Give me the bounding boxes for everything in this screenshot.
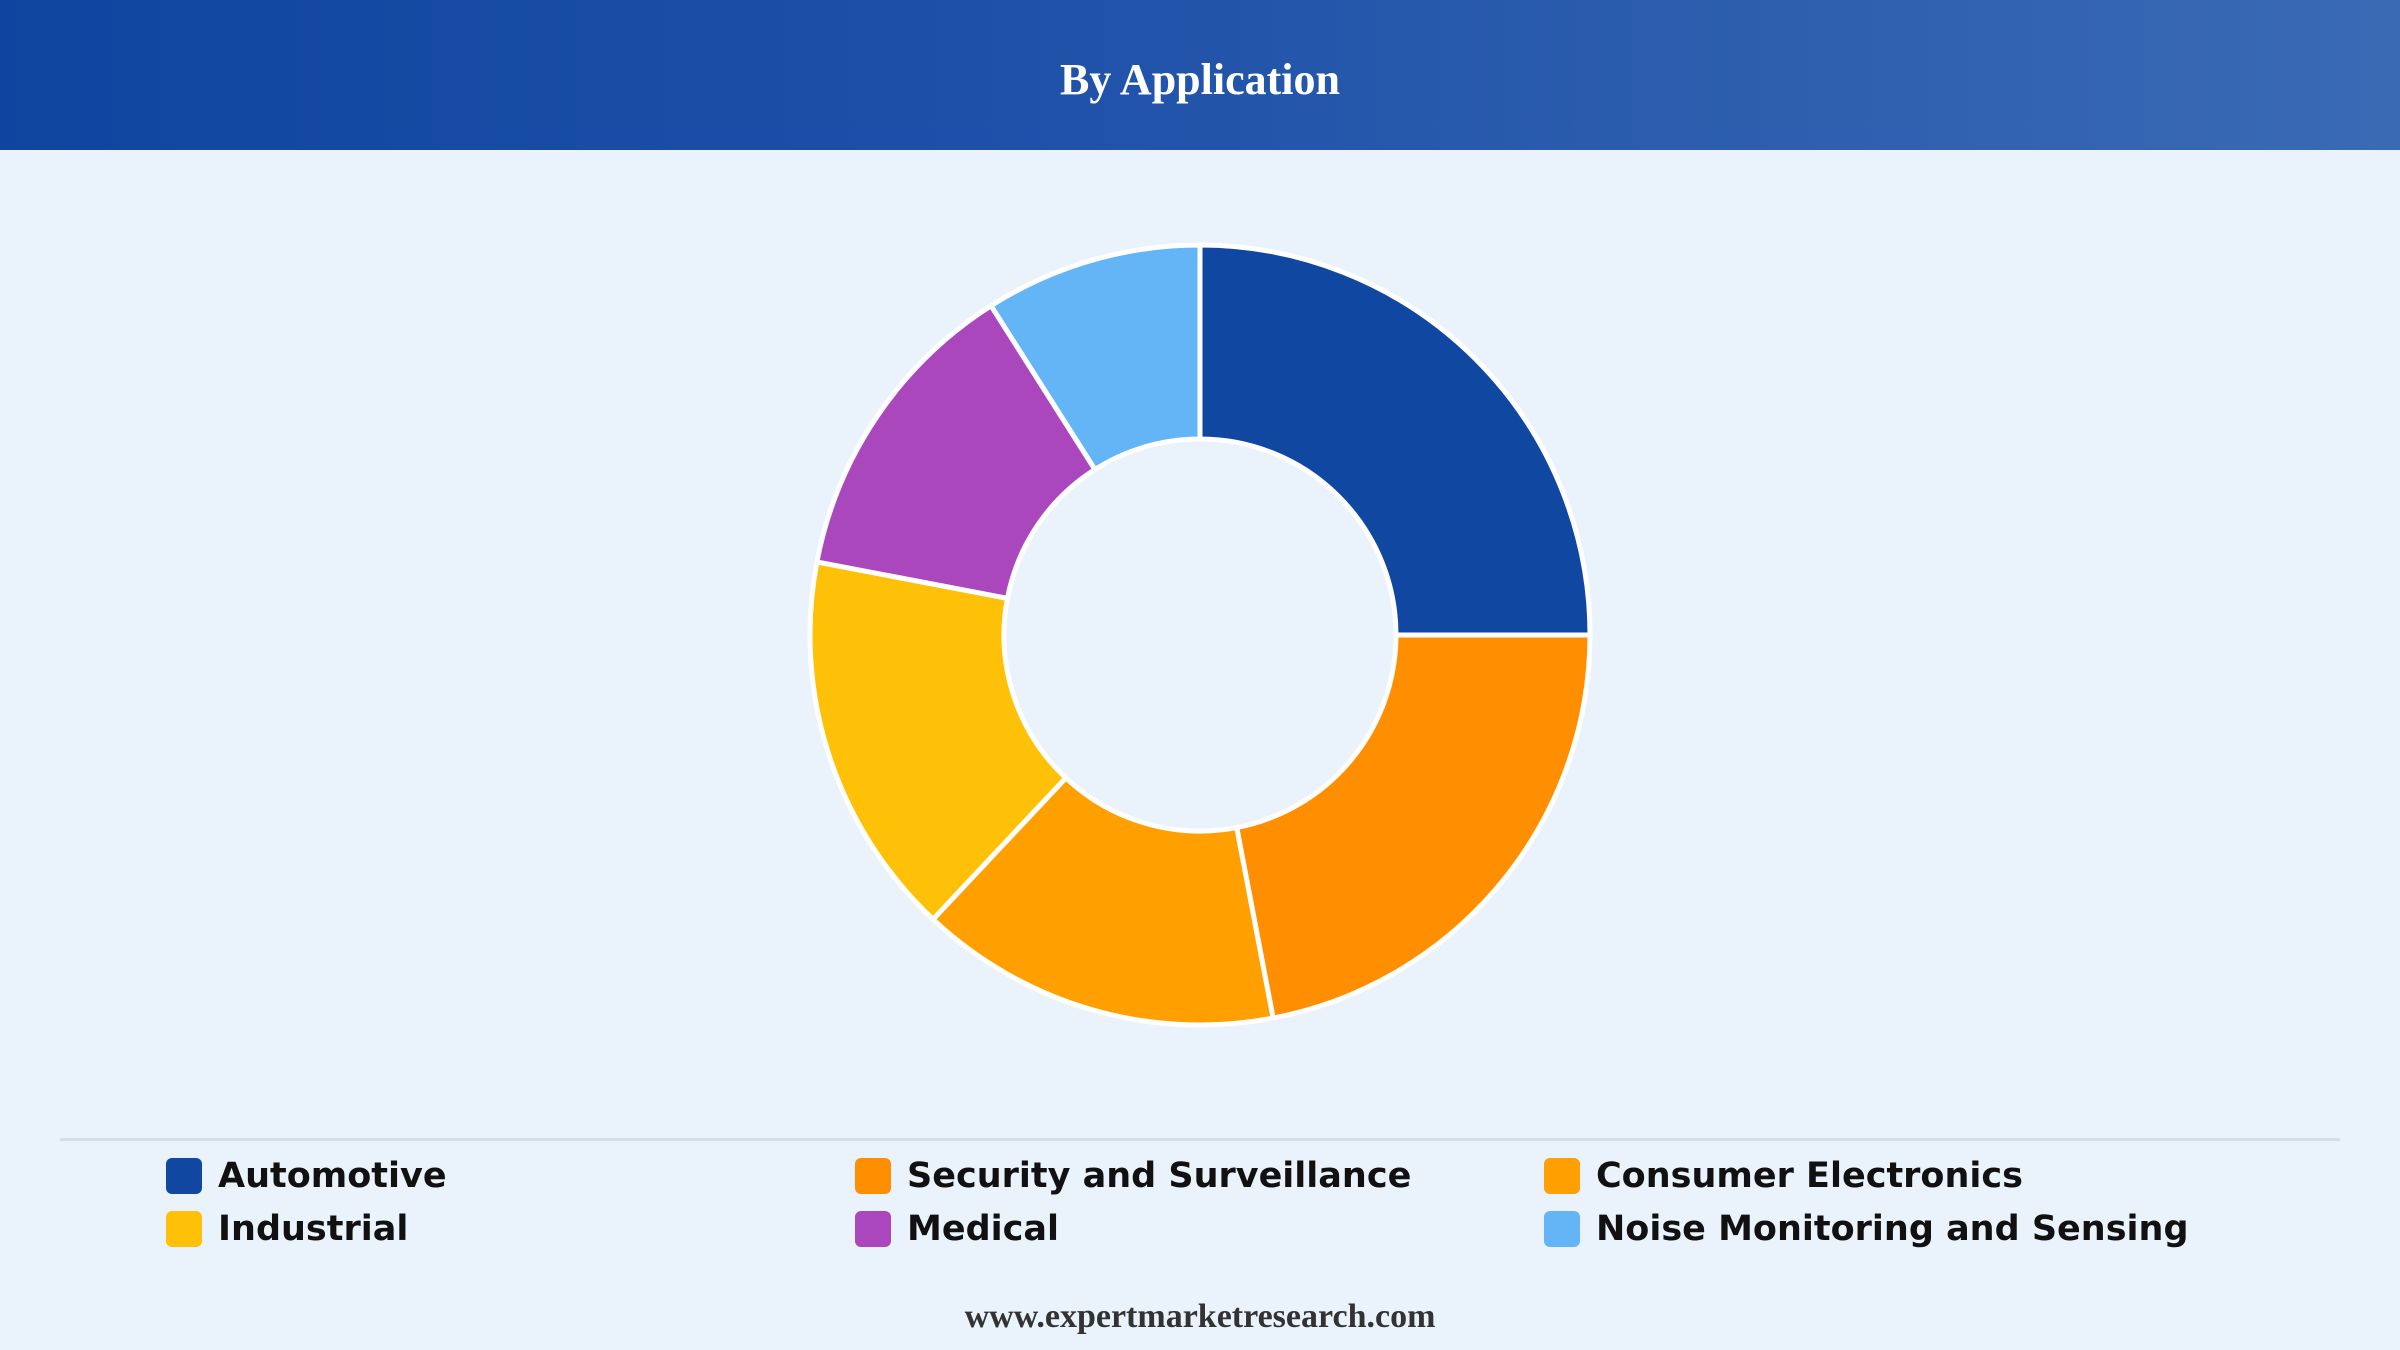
slice-automotive[interactable] xyxy=(1197,242,1593,638)
legend-swatch-noise-monitoring-and-sensing xyxy=(1544,1211,1580,1247)
slice-consumer-electronics[interactable] xyxy=(930,775,1276,1028)
legend-item-consumer-electronics[interactable]: Consumer Electronics xyxy=(1544,1154,2023,1198)
header-bar xyxy=(0,0,2400,150)
legend-item-automotive[interactable]: Automotive xyxy=(166,1154,447,1198)
slice-medical[interactable] xyxy=(814,303,1098,601)
legend-swatch-security-and-surveillance xyxy=(855,1158,891,1194)
legend-swatch-consumer-electronics xyxy=(1544,1158,1580,1194)
slice-security-and-surveillance[interactable] xyxy=(1234,632,1593,1021)
legend-label-consumer-electronics: Consumer Electronics xyxy=(1596,1156,2023,1196)
donut-chart xyxy=(807,242,1593,1028)
legend-divider xyxy=(60,1138,2340,1141)
slice-noise-monitoring-and-sensing[interactable] xyxy=(988,242,1203,473)
donut-slices xyxy=(807,242,1593,1028)
legend-item-security-and-surveillance[interactable]: Security and Surveillance xyxy=(855,1154,1411,1198)
footer-website: www.expertmarketresearch.com xyxy=(964,1298,1436,1335)
legend-label-industrial: Industrial xyxy=(218,1209,409,1249)
legend-item-noise-monitoring-and-sensing[interactable]: Noise Monitoring and Sensing xyxy=(1544,1207,2189,1251)
legend-label-medical: Medical xyxy=(907,1209,1059,1249)
legend-item-medical[interactable]: Medical xyxy=(855,1207,1059,1251)
legend-swatch-industrial xyxy=(166,1211,202,1247)
slice-industrial[interactable] xyxy=(807,559,1069,922)
legend-label-noise-monitoring-and-sensing: Noise Monitoring and Sensing xyxy=(1596,1209,2189,1249)
legend-swatch-medical xyxy=(855,1211,891,1247)
legend-item-industrial[interactable]: Industrial xyxy=(166,1207,408,1251)
legend-label-security-and-surveillance: Security and Surveillance xyxy=(907,1156,1412,1196)
legend-swatch-automotive xyxy=(166,1158,202,1194)
chart-title: By Application xyxy=(1060,55,1340,104)
legend-label-automotive: Automotive xyxy=(218,1156,447,1196)
